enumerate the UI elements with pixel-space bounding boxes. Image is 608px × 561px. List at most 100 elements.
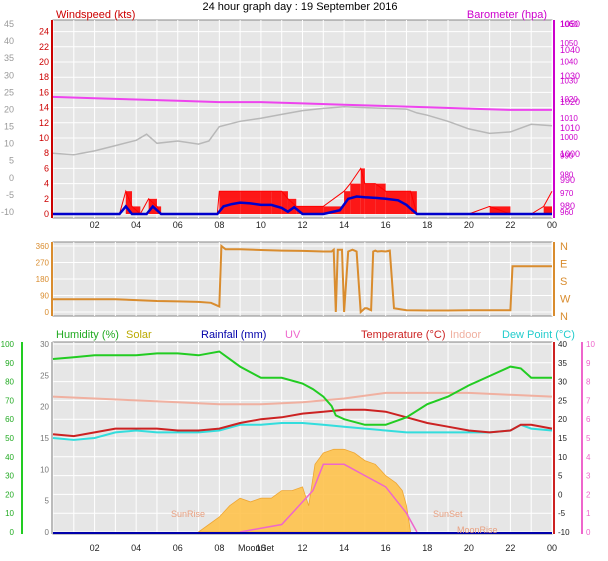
wind-outer-tick-label: 45 xyxy=(4,19,14,29)
wind-outer-tick-label: 20 xyxy=(4,104,14,114)
humidity-tick-label: 90 xyxy=(5,359,14,368)
direction-tick-label: 0 xyxy=(45,308,50,317)
gust-bar xyxy=(287,198,297,214)
uv-tick-label: 6 xyxy=(586,415,591,424)
temp-x-tick-label: 22 xyxy=(505,543,515,553)
compass-label: N xyxy=(560,311,568,323)
uv-tick-label: 7 xyxy=(586,396,591,405)
temp-x-tick-label: 20 xyxy=(464,543,474,553)
wind-outer-tick-label: -10 xyxy=(1,207,14,217)
wind-x-tick-label: 20 xyxy=(464,220,474,230)
temp-x-tick-label: 12 xyxy=(297,543,307,553)
temp-x-tick-label: 18 xyxy=(422,543,432,553)
temperature-line xyxy=(52,408,553,438)
legend-solar: Solar xyxy=(126,329,152,341)
baro-outer-tick-label: 1020 xyxy=(560,95,578,104)
legend-humidity: Humidity (%) xyxy=(56,329,119,341)
humidity-tick-label: 40 xyxy=(5,453,14,462)
temp-x-tick-label: 00 xyxy=(547,543,557,553)
baro-tick-label: 1040 xyxy=(560,45,580,55)
barometer-axis-label: Barometer (hpa) xyxy=(467,9,547,21)
wind-tick-label: 20 xyxy=(39,57,49,67)
temp-tick-label: -10 xyxy=(558,528,570,537)
baro-outer-tick-label: 1060 xyxy=(560,20,578,29)
gust-bar xyxy=(323,206,345,214)
compass-label: E xyxy=(560,259,567,271)
wind-axes: 024681012141618202224-10-505101520253035… xyxy=(1,19,580,230)
barometer-line xyxy=(52,95,552,111)
rain-tick-label: 10 xyxy=(40,465,49,474)
compass-label: S xyxy=(560,276,567,288)
legend-indoor: Indoor xyxy=(450,329,482,341)
uv-tick-label: 10 xyxy=(586,340,595,349)
humidity-tick-label: 20 xyxy=(5,490,14,499)
gust-bar xyxy=(344,191,351,214)
temp-tick-label: 20 xyxy=(558,415,567,424)
gust-bar xyxy=(406,191,411,214)
legend-uv: UV xyxy=(285,329,301,341)
baro-outer-tick-label: 1000 xyxy=(560,133,578,142)
windspeed-axis-label: Windspeed (kts) xyxy=(56,9,135,21)
humidity-tick-label: 70 xyxy=(5,396,14,405)
wind-tick-label: 22 xyxy=(39,42,49,52)
temp-tick-label: 35 xyxy=(558,359,567,368)
humidity-tick-label: 80 xyxy=(5,378,14,387)
humidity-tick-label: 50 xyxy=(5,434,14,443)
wind-outer-tick-label: 10 xyxy=(4,139,14,149)
humidity-tick-label: 100 xyxy=(1,340,15,349)
wind-outer-tick-label: 15 xyxy=(4,122,14,132)
compass-label: N xyxy=(560,241,568,253)
temp-x-tick-label: 08 xyxy=(214,543,224,553)
wind-x-tick-label: 08 xyxy=(214,220,224,230)
temp-x-tick-label: 10 xyxy=(256,543,266,553)
temp-tick-label: 5 xyxy=(558,472,563,481)
direction-line xyxy=(53,243,552,315)
baro-tick-label: 990 xyxy=(560,175,575,185)
humidity-tick-label: 10 xyxy=(5,509,14,518)
baro-outer-tick-label: 980 xyxy=(560,170,574,179)
rain-tick-label: 30 xyxy=(40,340,49,349)
direction-tick-label: 270 xyxy=(36,259,50,268)
baro-tick-label: 1050 xyxy=(560,19,580,29)
direction-tick-label: 90 xyxy=(40,292,49,301)
gust-bar xyxy=(350,183,361,214)
temp-x-tick-label: 16 xyxy=(381,543,391,553)
gust-bar xyxy=(360,168,365,214)
wind-x-tick-label: 16 xyxy=(381,220,391,230)
baro-outer-tick-label: 1010 xyxy=(560,114,578,123)
temp-tick-label: 25 xyxy=(558,396,567,405)
baro-tick-label: 1010 xyxy=(560,123,580,133)
wind-tick-label: 8 xyxy=(44,148,49,158)
gust-bar xyxy=(281,191,288,214)
wind-tick-label: 16 xyxy=(39,87,49,97)
baro-outer-tick-label: 1050 xyxy=(560,39,578,48)
wind-tick-label: 14 xyxy=(39,103,49,113)
wind-outer-tick-label: 25 xyxy=(4,87,14,97)
baro-outer-tick-label: 1040 xyxy=(560,58,578,67)
temp-tick-label: 10 xyxy=(558,453,567,462)
humidity-tick-label: 30 xyxy=(5,472,14,481)
wind-barometer-panel: 024681012141618202224-10-505101520253035… xyxy=(1,19,580,230)
baro-tick-label: 1020 xyxy=(560,97,580,107)
wind-x-tick-label: 04 xyxy=(131,220,141,230)
wind-outer-tick-label: -5 xyxy=(6,190,14,200)
uv-tick-label: 5 xyxy=(586,434,591,443)
sunrise-label: SunRise xyxy=(171,509,205,519)
direction-series xyxy=(53,243,552,315)
compass-label: W xyxy=(560,294,571,306)
uv-tick-label: 0 xyxy=(586,528,591,537)
temperature-panel: 0102030405060708090100051015202530-10-50… xyxy=(1,340,596,553)
uv-tick-label: 8 xyxy=(586,378,591,387)
wind-series xyxy=(52,95,553,216)
gust-bar xyxy=(302,206,324,214)
rain-tick-label: 0 xyxy=(45,528,50,537)
temperature-series xyxy=(52,350,553,534)
sunset-label: SunSet xyxy=(433,509,463,519)
direction-tick-label: 360 xyxy=(36,242,50,251)
gust-bar xyxy=(260,191,272,214)
wind-tick-label: 2 xyxy=(44,194,49,204)
uv-tick-label: 4 xyxy=(586,453,591,462)
